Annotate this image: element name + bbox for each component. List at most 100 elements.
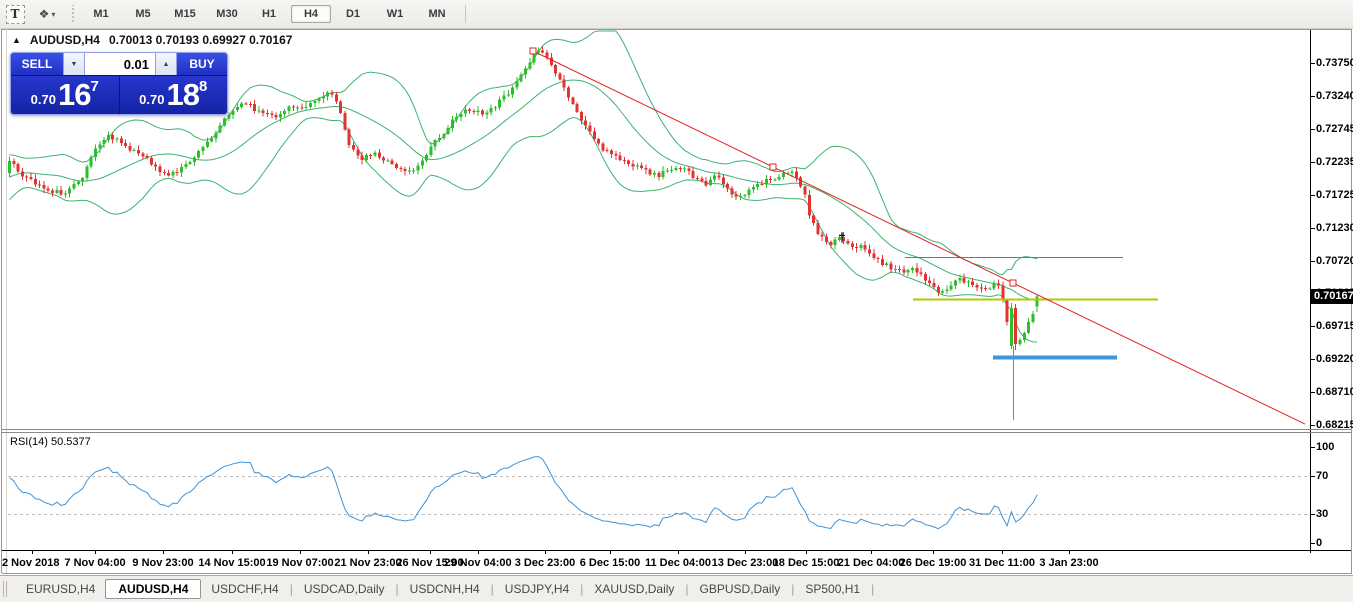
tab-separator: | xyxy=(871,582,875,596)
rsi-axis-label: 0 xyxy=(1316,537,1323,549)
time-axis-label: 21 Dec 04:00 xyxy=(837,557,905,569)
sell-price-pip: 7 xyxy=(90,78,99,95)
price-axis-label: 0.70720 xyxy=(1316,255,1353,267)
top-toolbar: T ❖ ▾ M1 M5 M15 M30 H1 H4 D1 W1 MN xyxy=(0,0,1353,29)
time-axis-label: 19 Nov 07:00 xyxy=(266,557,334,569)
rsi-indicator-label: RSI(14) 50.5377 xyxy=(10,436,91,448)
tab-xauusd-daily[interactable]: XAUUSD,Daily xyxy=(594,582,675,596)
trade-panel-header: SELL ▼ ▲ BUY xyxy=(11,53,227,76)
price-axis-label: 0.72235 xyxy=(1316,156,1353,168)
price-axis-label: 0.69220 xyxy=(1316,353,1353,365)
time-axis-label: 9 Nov 23:00 xyxy=(132,557,194,569)
tab-usdcnh-h4[interactable]: USDCNH,H4 xyxy=(409,582,480,596)
rsi-axis-label: 30 xyxy=(1316,508,1329,520)
time-axis-label: 2 Nov 2018 xyxy=(2,557,60,569)
tab-separator: | xyxy=(289,582,293,596)
lot-increase-button[interactable]: ▲ xyxy=(155,53,177,75)
time-axis-label: 11 Dec 04:00 xyxy=(644,557,712,569)
lot-decrease-button[interactable]: ▼ xyxy=(63,53,85,75)
one-click-trading-panel: SELL ▼ ▲ BUY 0.70 16 7 0.70 18 8 xyxy=(10,52,228,115)
time-axis-label: 13 Dec 23:00 xyxy=(711,557,779,569)
buy-price-pip: 8 xyxy=(198,78,208,95)
time-axis-label: 29 Nov 04:00 xyxy=(444,557,512,569)
rsi-axis-label: 70 xyxy=(1316,470,1329,482)
tabbar-grip-icon xyxy=(3,581,9,597)
time-axis-label: 3 Jan 23:00 xyxy=(1039,557,1099,569)
chart-tab-bar: EURUSD,H4 AUDUSD,H4 USDCHF,H4 | USDCAD,Daily… xyxy=(0,575,1353,602)
trendline-handle[interactable] xyxy=(529,47,537,55)
timeframe-button-mn[interactable]: MN xyxy=(428,8,446,20)
window-triangle-icon: ▲ xyxy=(12,35,21,45)
tab-list: EURUSD,H4 AUDUSD,H4 USDCHF,H4 | USDCAD,Daily… xyxy=(16,579,875,599)
rsi-axis-label: 100 xyxy=(1316,441,1335,453)
time-axis-label: 18 Dec 15:00 xyxy=(772,557,840,569)
price-axis-label: 0.68710 xyxy=(1316,386,1353,398)
price-axis-label: 0.73750 xyxy=(1316,57,1353,69)
buy-button[interactable]: BUY xyxy=(177,53,227,75)
text-tool-button[interactable]: T xyxy=(4,4,26,24)
cross-marker-object[interactable]: † xyxy=(838,230,845,245)
price-axis-label: 0.71725 xyxy=(1316,189,1353,201)
trendline-object[interactable] xyxy=(532,50,1306,425)
time-axis-label: 26 Dec 19:00 xyxy=(899,557,967,569)
ohlc-values: 0.70013 0.70193 0.69927 0.70167 xyxy=(108,33,293,47)
bollinger-bands xyxy=(9,30,1038,343)
time-axis-label: 26 Nov 15:00 xyxy=(396,557,464,569)
sell-price-button[interactable]: 0.70 16 7 xyxy=(11,76,120,114)
tab-usdcad-daily[interactable]: USDCAD,Daily xyxy=(303,582,385,596)
lot-size-input[interactable] xyxy=(85,53,155,75)
price-axis-label: 0.71230 xyxy=(1316,222,1353,234)
symbol-period-label: AUDUSD,H4 xyxy=(29,33,100,47)
tab-usdjpy-h4[interactable]: USDJPY,H4 xyxy=(504,582,570,596)
tab-audusd-h4[interactable]: AUDUSD,H4 xyxy=(105,579,202,599)
rsi-line xyxy=(9,456,1038,530)
axis-ticks xyxy=(32,63,1315,554)
tab-separator: | xyxy=(490,582,494,596)
draw-arrows-dropdown-button[interactable]: ❖ ▾ xyxy=(30,4,64,24)
timeframe-button-h4[interactable]: H4 xyxy=(291,5,331,23)
time-axis-label: 31 Dec 11:00 xyxy=(968,557,1036,569)
trendline-handle[interactable] xyxy=(769,163,777,171)
tab-eurusd-h4[interactable]: EURUSD,H4 xyxy=(26,582,96,596)
time-axis-label: 21 Nov 23:00 xyxy=(334,557,402,569)
price-axis-label: 0.68215 xyxy=(1316,419,1353,431)
timeframe-button-w1[interactable]: W1 xyxy=(386,8,404,20)
toolbar-separator xyxy=(465,5,466,23)
sell-button[interactable]: SELL xyxy=(11,53,63,75)
buy-price-button[interactable]: 0.70 18 8 xyxy=(119,76,227,114)
current-price-box: 0.70167 xyxy=(1311,289,1353,304)
tab-gbpusd-daily[interactable]: GBPUSD,Daily xyxy=(699,582,781,596)
chart-title: ▲ AUDUSD,H4 0.70013 0.70193 0.69927 0.70… xyxy=(12,33,292,47)
trade-panel-prices: 0.70 16 7 0.70 18 8 xyxy=(11,76,227,114)
candlesticks xyxy=(8,46,1039,350)
tab-separator: | xyxy=(685,582,689,596)
price-axis-label: 0.72745 xyxy=(1316,123,1353,135)
toolbar-separator xyxy=(70,5,75,23)
time-axis-label: 6 Dec 15:00 xyxy=(579,557,641,569)
timeframe-buttons: M1 M5 M15 M30 H1 H4 D1 W1 MN xyxy=(81,5,457,23)
time-axis-label: 7 Nov 04:00 xyxy=(64,557,126,569)
tab-separator: | xyxy=(580,582,584,596)
timeframe-button-d1[interactable]: D1 xyxy=(345,8,361,20)
timeframe-button-m5[interactable]: M5 xyxy=(135,8,151,20)
timeframe-button-h1[interactable]: H1 xyxy=(261,8,277,20)
timeframe-button-m1[interactable]: M1 xyxy=(93,8,109,20)
chevron-down-icon: ▾ xyxy=(51,9,56,19)
price-axis-label: 0.69715 xyxy=(1316,320,1353,332)
arrows-icon: ❖ xyxy=(38,7,50,21)
timeframe-button-m15[interactable]: M15 xyxy=(174,8,196,20)
buy-price-big: 18 xyxy=(166,77,199,112)
time-axis-label: 14 Nov 15:00 xyxy=(198,557,266,569)
timeframe-button-m30[interactable]: M30 xyxy=(216,8,238,20)
trendline-handle[interactable] xyxy=(1009,279,1017,287)
tab-sp500-h1[interactable]: SP500,H1 xyxy=(805,582,861,596)
tab-usdchf-h4[interactable]: USDCHF,H4 xyxy=(211,582,279,596)
sell-price-prefix: 0.70 xyxy=(30,91,56,107)
time-axis-label: 3 Dec 23:00 xyxy=(514,557,576,569)
price-axis-label: 0.73240 xyxy=(1316,90,1353,102)
sell-price-big: 16 xyxy=(57,77,91,112)
text-tool-icon: T xyxy=(5,4,25,24)
tab-separator: | xyxy=(791,582,795,596)
buy-price-prefix: 0.70 xyxy=(139,91,165,107)
